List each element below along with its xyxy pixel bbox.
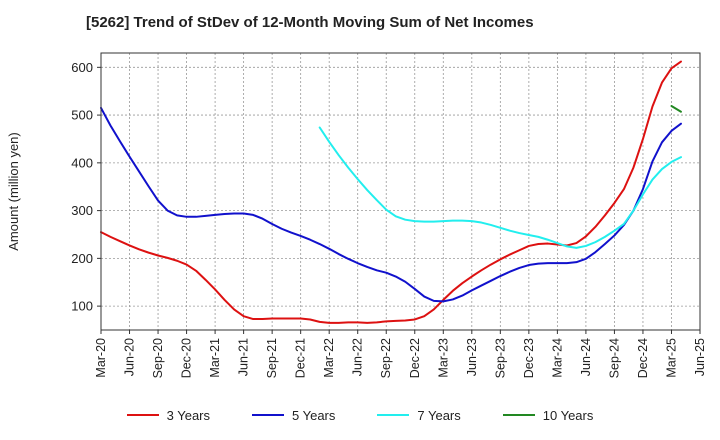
y-axis-label: Amount (million yen) <box>6 132 21 251</box>
axis-ticks: 100 200 300 400 500 600 Mar-20 Jun-20 Sep-20 Dec-… <box>71 60 707 378</box>
x-tick-label: Dec-23 <box>522 338 536 378</box>
legend-label: 5 Years <box>292 407 336 423</box>
y-tick-label: 200 <box>71 251 93 266</box>
y-tick-label: 400 <box>71 155 93 170</box>
y-tick-label: 100 <box>71 299 93 314</box>
plot-area-frame <box>100 52 701 331</box>
x-tick-label: Mar-22 <box>322 338 336 378</box>
legend-label: 3 Years <box>166 407 210 423</box>
series-line-7-years <box>318 126 682 249</box>
legend-swatch <box>377 414 410 416</box>
series-line-5-years <box>100 106 682 303</box>
x-tick-label: Mar-21 <box>208 338 222 378</box>
legend: 3 Years 5 Years 7 Years 10 Years <box>0 404 720 426</box>
x-tick-label: Sep-20 <box>151 338 165 378</box>
x-tick-label: Jun-22 <box>351 338 365 376</box>
x-tick-label: Jun-20 <box>123 338 137 376</box>
series-line-10-years <box>670 105 682 113</box>
legend-item: 3 Years <box>126 404 210 426</box>
legend-swatch <box>126 414 159 416</box>
x-tick-label: Jun-23 <box>465 338 479 376</box>
legend-item: 10 Years <box>502 404 594 426</box>
chart-title: [5262] Trend of StDev of 12-Month Moving… <box>86 14 534 31</box>
series-lines <box>100 60 682 324</box>
x-tick-label: Sep-21 <box>265 338 279 378</box>
legend-item: 5 Years <box>252 404 335 426</box>
x-tick-label: Mar-25 <box>664 338 678 378</box>
x-tick-label: Jun-25 <box>693 338 707 376</box>
x-tick-label: Sep-22 <box>379 338 393 378</box>
x-tick-label: Dec-21 <box>294 338 308 378</box>
legend-item: 7 Years <box>377 404 461 426</box>
x-tick-label: Mar-24 <box>550 338 564 378</box>
legend-label: 7 Years <box>417 407 461 423</box>
y-tick-label: 600 <box>71 60 93 75</box>
x-tick-label: Mar-20 <box>94 338 108 378</box>
x-tick-label: Mar-23 <box>436 338 450 378</box>
x-tick-label: Sep-23 <box>493 338 507 378</box>
series-line-3-years <box>100 60 682 324</box>
x-tick-label: Jun-21 <box>237 338 251 376</box>
x-tick-label: Jun-24 <box>579 338 593 376</box>
y-tick-label: 500 <box>71 108 93 123</box>
x-tick-label: Sep-24 <box>607 338 621 378</box>
y-tick-label: 300 <box>71 203 93 218</box>
x-tick-label: Dec-22 <box>408 338 422 378</box>
legend-label: 10 Years <box>542 407 594 423</box>
gridlines <box>101 53 700 330</box>
legend-swatch <box>252 414 284 416</box>
x-tick-label: Dec-20 <box>180 338 194 378</box>
legend-swatch <box>502 414 535 416</box>
x-tick-label: Dec-24 <box>636 338 650 378</box>
